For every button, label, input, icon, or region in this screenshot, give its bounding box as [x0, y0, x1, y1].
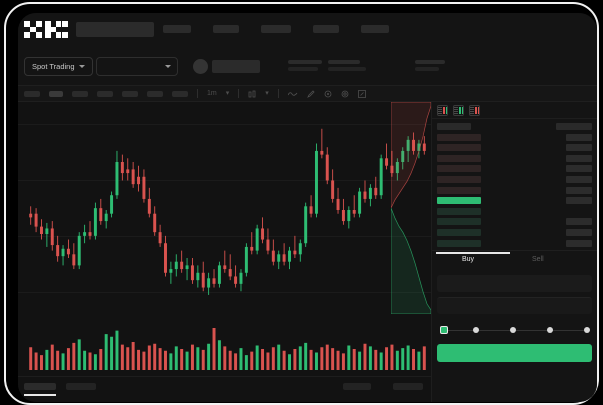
candlestick-series — [29, 128, 426, 295]
search-input[interactable] — [76, 22, 154, 37]
orderbook-col-price — [556, 123, 592, 130]
last-price-value — [437, 197, 481, 205]
volume-series — [29, 328, 426, 370]
price-chart[interactable] — [18, 102, 431, 314]
slider-handle-0[interactable] — [440, 326, 448, 335]
volume-chart — [18, 314, 431, 376]
submit-order-button[interactable] — [437, 344, 592, 363]
lower-tab-2[interactable] — [66, 383, 96, 390]
orderbook-bid-row[interactable] — [437, 239, 592, 247]
toolbar-divider-3 — [277, 89, 279, 98]
orderbook-bid-row[interactable] — [437, 228, 592, 236]
orderbook-ask-row[interactable] — [437, 165, 592, 173]
buy-tab-underline — [436, 252, 510, 254]
orderbook-col-amount — [437, 123, 471, 130]
slider-step-50[interactable] — [510, 327, 516, 334]
interval-button-3[interactable] — [72, 90, 88, 97]
orderbook-column-headers — [437, 123, 592, 130]
orderbook-ask-row[interactable] — [437, 144, 592, 152]
market-type-selector[interactable]: Spot Trading — [24, 57, 93, 76]
orderbook-mode-bids-icon[interactable] — [453, 104, 464, 116]
orderbook-last-price — [437, 197, 592, 205]
settings-gear-icon[interactable] — [341, 90, 349, 98]
primary-nav — [163, 25, 389, 33]
orderbook-panel: Buy Sell — [431, 102, 597, 402]
lower-action-1[interactable] — [343, 383, 371, 390]
order-form-tabs: Buy Sell — [432, 250, 597, 270]
toolbar-divider-1 — [197, 89, 198, 98]
orderbook-bid-row[interactable] — [437, 207, 592, 215]
percent-slider[interactable] — [440, 326, 590, 336]
stat-1-label — [288, 67, 318, 71]
device-frame: Spot Trading 1m ▾ — [4, 2, 599, 405]
trading-body: Buy Sell — [18, 102, 597, 402]
interval-button-1[interactable] — [24, 90, 40, 97]
interval-button-7[interactable] — [172, 90, 188, 97]
nav-item-2[interactable] — [213, 25, 239, 33]
stat-1-value — [288, 60, 322, 64]
orderbook-ask-row[interactable] — [437, 133, 592, 141]
avatar[interactable] — [193, 59, 208, 74]
amount-input[interactable] — [437, 297, 592, 315]
chevron-down-icon-charttype[interactable]: ▾ — [265, 90, 269, 97]
tab-buy[interactable]: Buy — [462, 256, 475, 264]
stat-2-value — [328, 60, 360, 64]
interval-dropdown-icon[interactable]: 1m — [207, 90, 217, 97]
pair-name-label — [212, 60, 260, 73]
market-type-label: Spot Trading — [32, 62, 75, 71]
nav-item-3[interactable] — [261, 25, 291, 33]
chevron-down-icon-toolbar[interactable]: ▾ — [225, 90, 230, 97]
orderbook-ask-row[interactable] — [437, 154, 592, 162]
lower-action-2[interactable] — [393, 383, 423, 390]
device-screen: Spot Trading 1m ▾ — [18, 13, 597, 402]
slider-step-25[interactable] — [473, 327, 479, 334]
market-subbar: Spot Trading — [18, 51, 597, 85]
interval-button-5[interactable] — [122, 90, 138, 97]
trading-pair-selector[interactable] — [96, 57, 178, 76]
magnet-icon[interactable] — [324, 90, 332, 98]
chevron-down-icon-pair — [165, 65, 171, 68]
nav-item-5[interactable] — [361, 25, 389, 33]
lower-tab-active-underline — [24, 394, 56, 396]
slider-step-100[interactable] — [584, 327, 590, 334]
chart-panel — [18, 102, 431, 402]
orderbook-header — [432, 102, 597, 119]
nav-item-4[interactable] — [313, 25, 339, 33]
orderbook-ask-row[interactable] — [437, 175, 592, 183]
interval-button-2[interactable] — [49, 90, 63, 97]
stat-2-label — [328, 67, 366, 71]
price-input[interactable] — [437, 275, 592, 293]
fullscreen-icon[interactable] — [357, 89, 366, 98]
stat-3-label — [415, 67, 439, 71]
stat-block-2 — [328, 60, 366, 71]
nav-item-1[interactable] — [163, 25, 191, 33]
app-header — [18, 13, 597, 51]
orderbook-rows — [432, 119, 597, 247]
indicator-wave-icon[interactable] — [287, 90, 298, 98]
drawing-pencil-icon[interactable] — [306, 89, 315, 98]
orderbook-mode-asks-icon[interactable] — [469, 104, 480, 116]
chart-type-icon[interactable] — [248, 90, 256, 98]
orderbook-mode-both-icon[interactable] — [437, 104, 448, 116]
toolbar-divider-2 — [238, 89, 240, 98]
depth-chart — [391, 102, 431, 314]
orderbook-ask-row[interactable] — [437, 186, 592, 194]
chevron-down-icon — [78, 65, 85, 68]
lower-tab-1[interactable] — [24, 383, 56, 390]
lower-tabs — [18, 376, 431, 398]
okx-logo[interactable] — [24, 21, 69, 38]
tab-sell[interactable]: Sell — [532, 256, 544, 264]
interval-button-4[interactable] — [97, 90, 113, 97]
interval-button-6[interactable] — [147, 90, 163, 97]
stat-block-1 — [288, 60, 322, 71]
slider-step-75[interactable] — [547, 327, 553, 334]
stat-3-value — [415, 60, 445, 64]
stat-block-3 — [415, 60, 445, 71]
orderbook-bid-row[interactable] — [437, 218, 592, 226]
chart-toolbar: 1m ▾ ▾ — [18, 85, 597, 102]
